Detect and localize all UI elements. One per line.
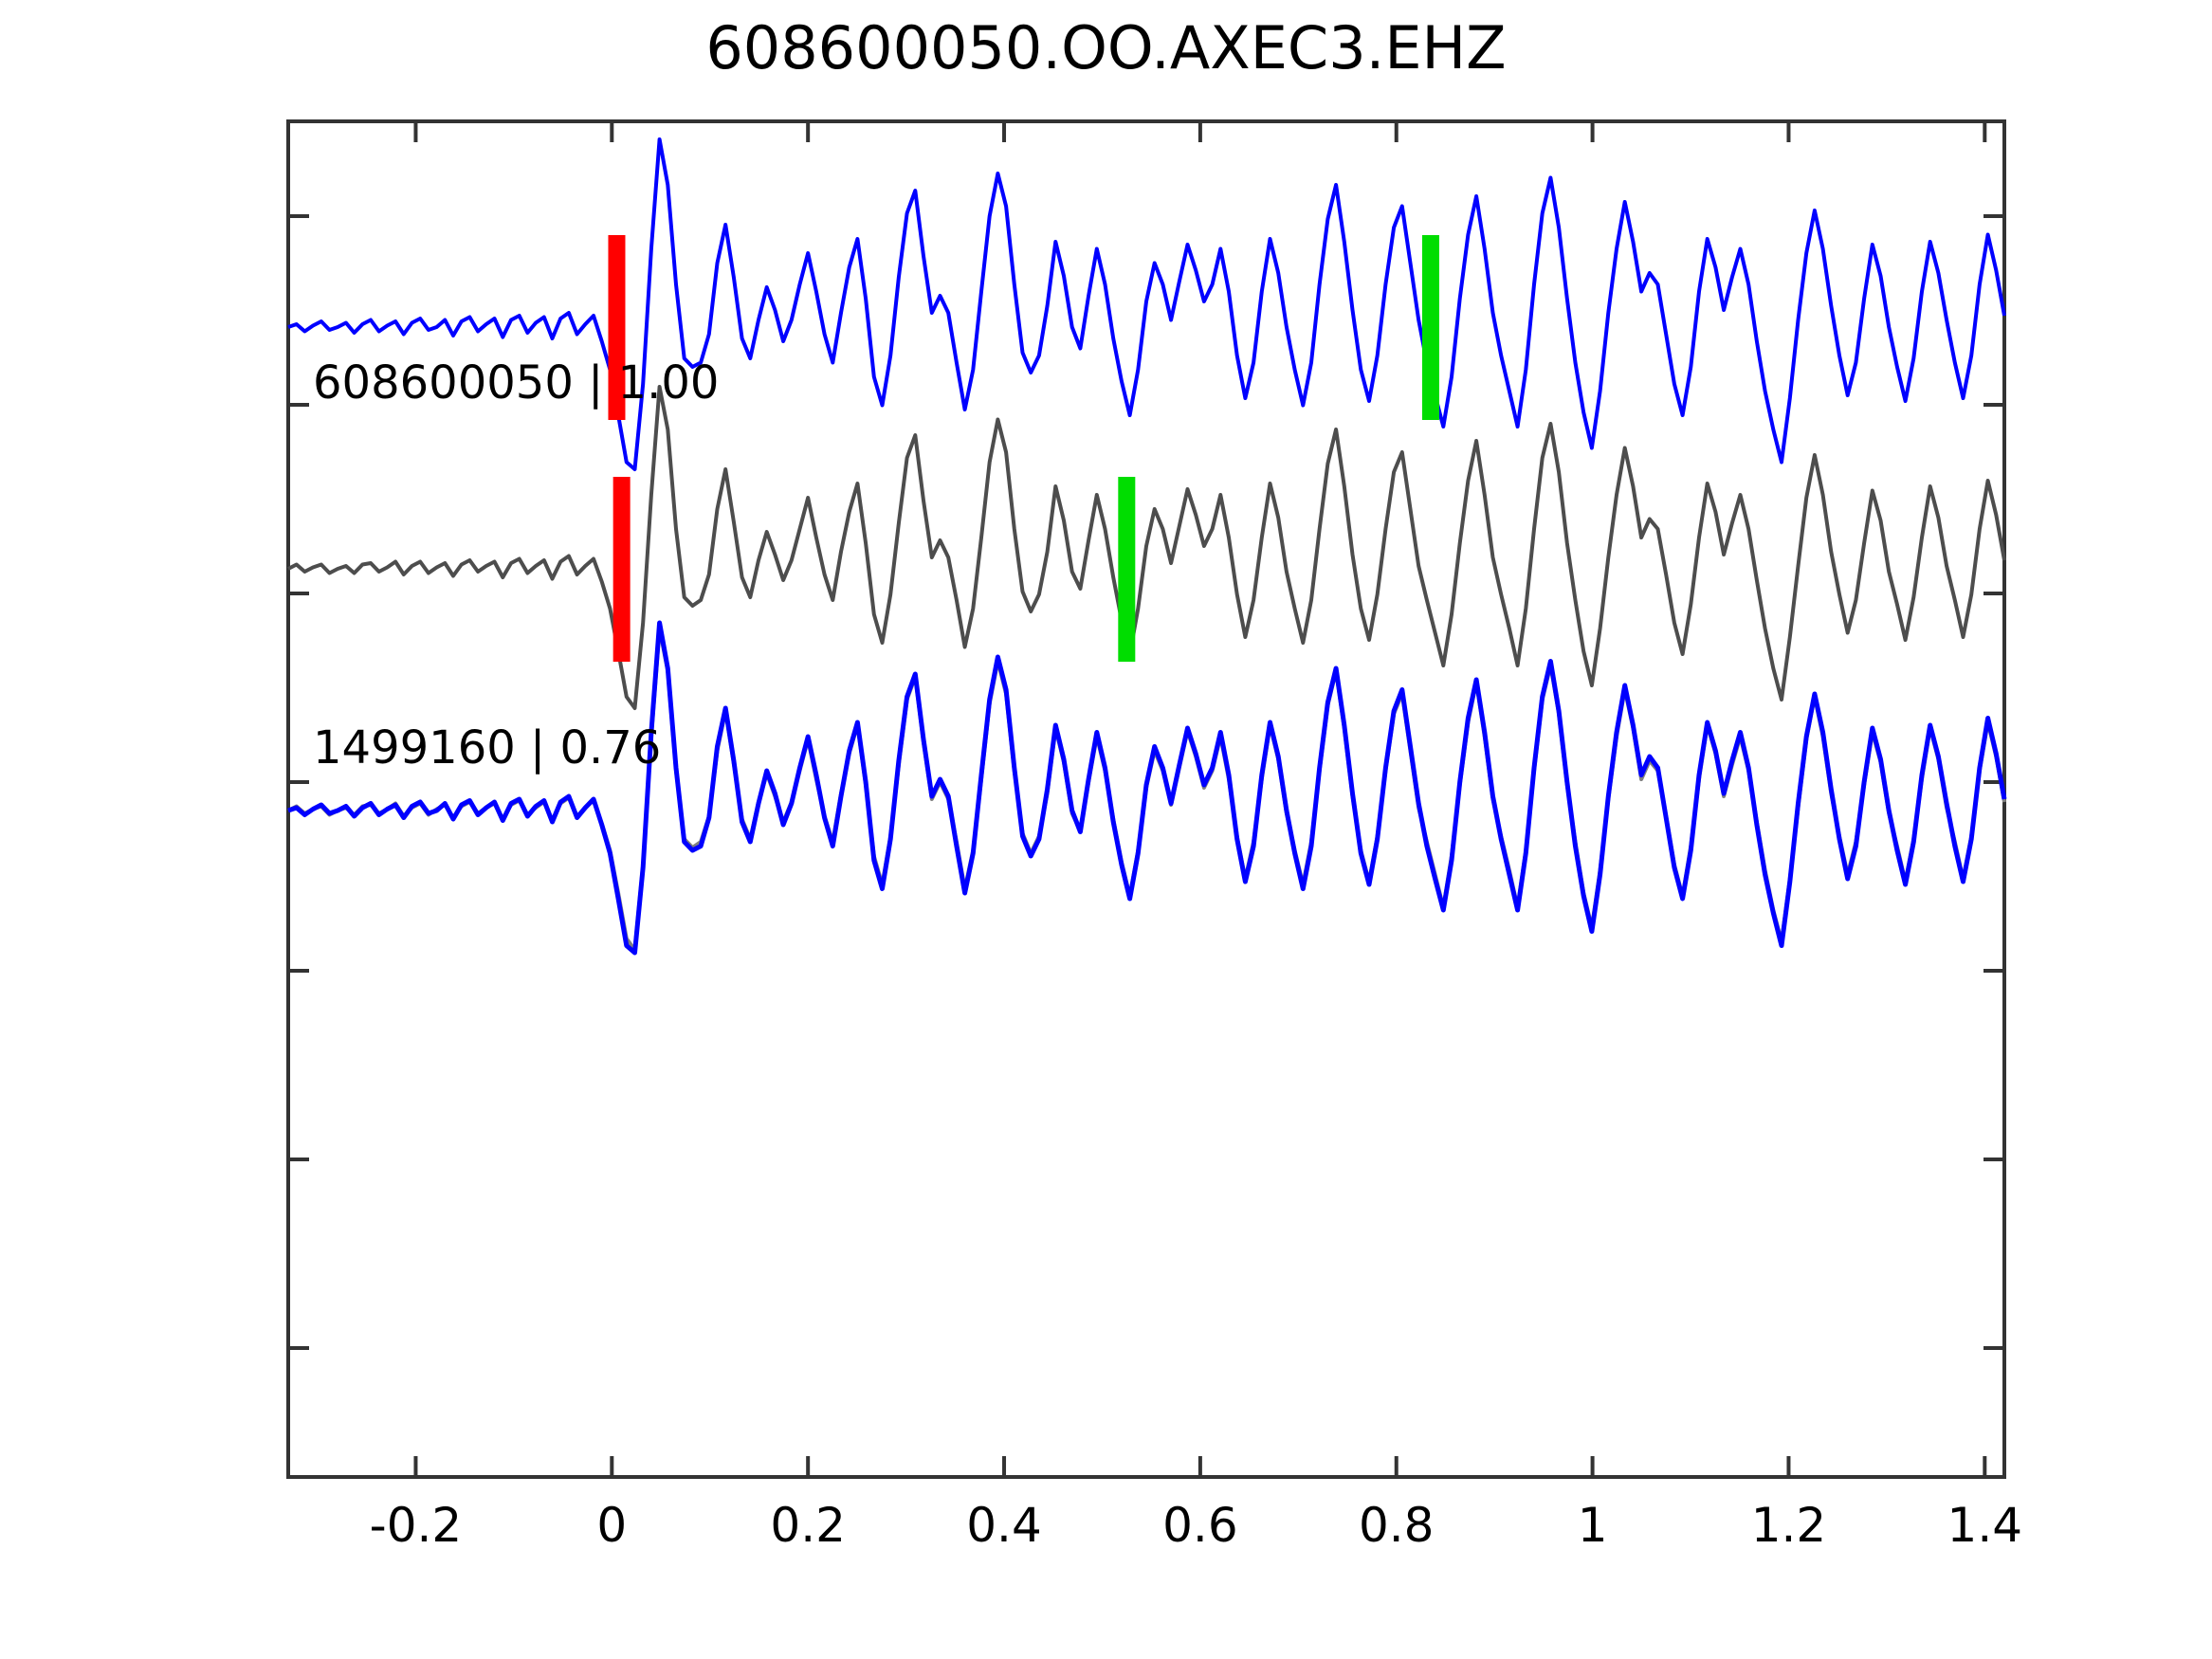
x-tick-label: 1.4 [1947, 1498, 2023, 1553]
overlay-template-waveform [287, 620, 2007, 956]
match-p-pick-marker [612, 477, 631, 662]
x-tick-label: 0.2 [770, 1498, 846, 1553]
pick-markers [608, 235, 1439, 662]
trace-label-template: 608600050 | 1.00 [313, 356, 719, 410]
x-tick-label: 0.4 [966, 1498, 1042, 1553]
template-s-pick-marker [1421, 235, 1439, 420]
x-axis-ticks [413, 121, 1987, 1477]
match-s-pick-marker [1118, 477, 1136, 662]
page-title: 608600050.OO.AXEC3.EHZ [705, 13, 1507, 82]
template-p-pick-marker [608, 235, 626, 420]
x-tick-label: 0.8 [1359, 1498, 1435, 1553]
trace-match-waveform [287, 385, 2006, 710]
waveform-traces [287, 137, 2007, 956]
x-tick-label: -0.2 [370, 1498, 463, 1553]
x-tick-label: 0.6 [1162, 1498, 1238, 1553]
x-tick-label: 1 [1578, 1498, 1608, 1553]
trace-label-match: 1499160 | 0.76 [313, 721, 661, 775]
trace-template-waveform [287, 137, 2006, 471]
x-tick-label: 0 [596, 1498, 627, 1553]
x-tick-label: 1.2 [1751, 1498, 1827, 1553]
x-axis-tick-labels: -0.2 0 0.2 0.4 0.6 0.8 1 1.2 1.4 [370, 1498, 2022, 1553]
y-axis-ticks [288, 214, 2004, 1350]
